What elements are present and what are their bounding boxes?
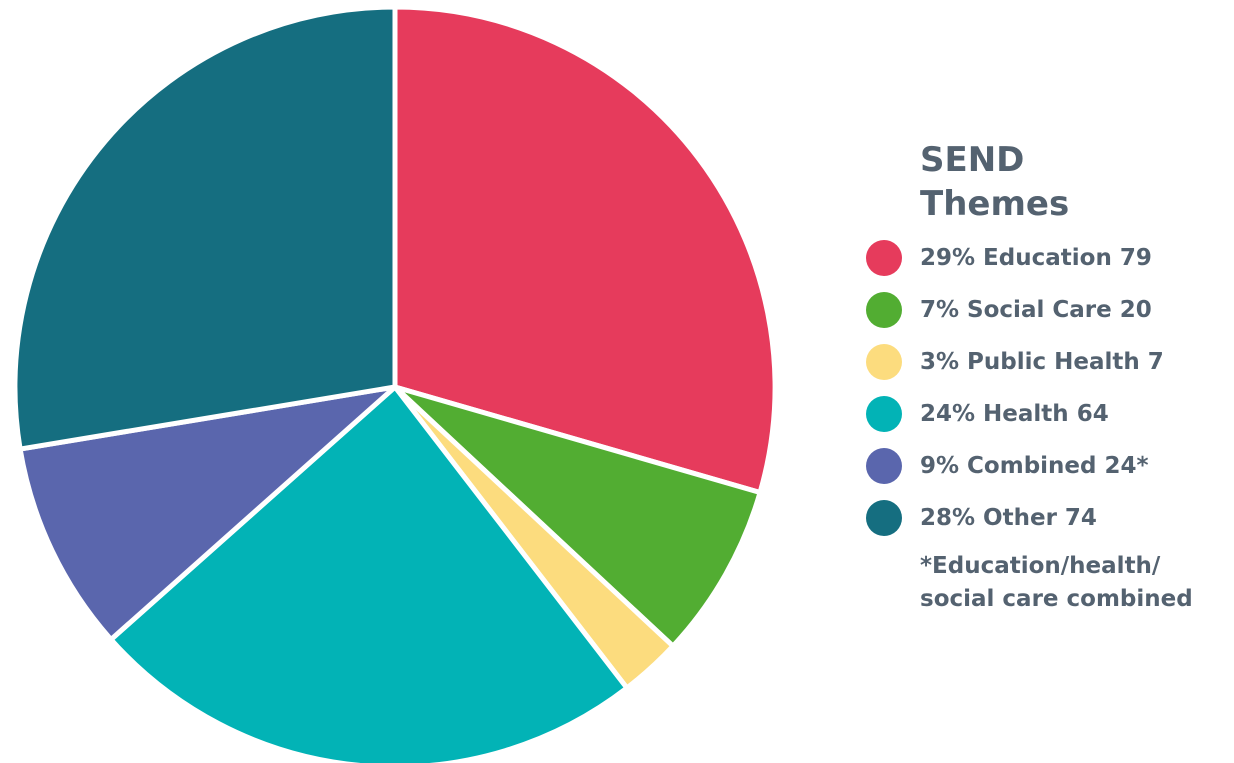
- legend-item-social-care: 7% Social Care 20: [866, 284, 1234, 336]
- legend-label-combined: 9% Combined 24*: [920, 453, 1149, 479]
- legend-item-education: 29% Education 79: [866, 232, 1234, 284]
- pie-slice-combined: [17, 384, 398, 642]
- legend-swatch-health: [866, 396, 902, 432]
- pie-slice-education: [392, 4, 778, 495]
- pie-slice-social-care: [392, 384, 763, 649]
- legend-swatch-education: [866, 240, 902, 276]
- legend-title: SEND Themes: [920, 138, 1234, 226]
- legend-label-education: 29% Education 79: [920, 245, 1152, 271]
- legend-swatch-combined: [866, 448, 902, 484]
- legend: SEND Themes 29% Education 79 7% Social C…: [866, 138, 1234, 616]
- legend-title-line-1: SEND: [920, 140, 1025, 180]
- legend-label-public-health: 3% Public Health 7: [920, 349, 1164, 375]
- pie-chart: [12, 4, 778, 763]
- legend-label-health: 24% Health 64: [920, 401, 1109, 427]
- legend-item-combined: 9% Combined 24*: [866, 440, 1234, 492]
- pie-slice-health: [108, 384, 630, 763]
- legend-label-other: 28% Other 74: [920, 505, 1097, 531]
- legend-footnote-line-2: social care combined: [920, 586, 1193, 612]
- legend-item-other: 28% Other 74: [866, 492, 1234, 544]
- legend-title-line-2: Themes: [920, 184, 1070, 224]
- legend-item-health: 24% Health 64: [866, 388, 1234, 440]
- pie-slice-other: [12, 4, 398, 452]
- legend-item-public-health: 3% Public Health 7: [866, 336, 1234, 388]
- legend-swatch-other: [866, 500, 902, 536]
- legend-footnote: *Education/health/ social care combined: [920, 550, 1234, 616]
- legend-swatch-social-care: [866, 292, 902, 328]
- legend-swatch-public-health: [866, 344, 902, 380]
- legend-label-social-care: 7% Social Care 20: [920, 297, 1152, 323]
- legend-footnote-line-1: *Education/health/: [920, 553, 1161, 579]
- legend-list: 29% Education 79 7% Social Care 20 3% Pu…: [866, 232, 1234, 544]
